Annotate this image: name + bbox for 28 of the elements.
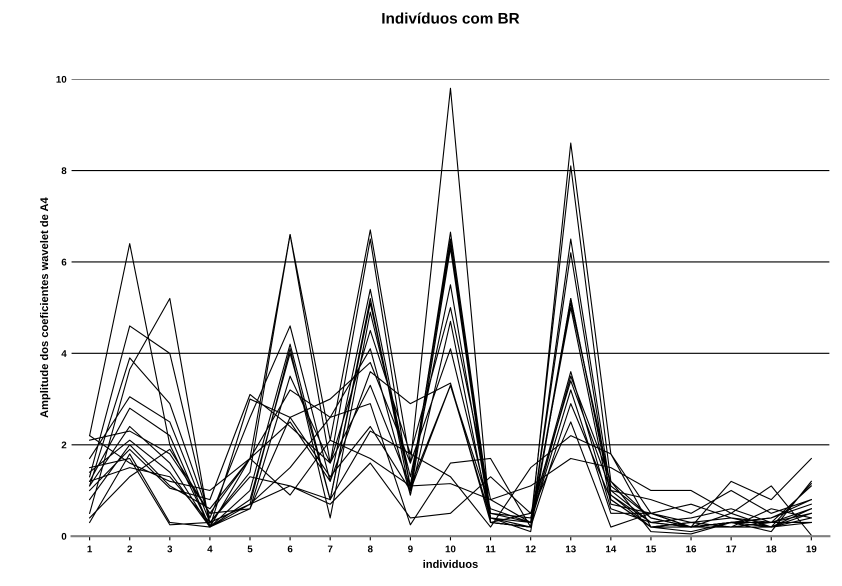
x-tick-label: 8 [368,545,373,552]
chart-title: Indivíduos com BR [382,12,520,24]
x-tick-label: 4 [207,546,213,552]
x-tick-label: 11 [486,546,496,552]
x-tick-label: 6 [288,545,292,552]
x-tick-label: 18 [766,545,776,552]
x-tick-label: 5 [248,546,252,552]
x-tick-label: 3 [167,545,172,552]
y-tick-label: 2 [62,442,66,448]
x-tick-label: 19 [806,545,816,552]
x-tick-label: 10 [446,545,456,552]
y-tick-label: 8 [62,167,66,174]
y-axis-title: Amplitude dos coeficientes wavelet de A4 [40,197,50,418]
x-tick-label: 9 [408,545,413,552]
y-tick-label: 4 [61,350,67,357]
y-tick-label: 0 [62,532,66,540]
x-tick-label: 14 [606,546,616,552]
x-tick-label: 2 [127,545,132,552]
x-tick-label: 17 [726,546,736,552]
x-tick-label: 7 [328,546,332,552]
y-tick-label: 10 [56,76,66,83]
y-tick-label: 6 [62,258,66,266]
x-tick-label: 15 [646,546,656,552]
x-tick-label: 16 [686,545,696,552]
x-tick-label: 13 [566,545,576,552]
x-tick-label: 12 [526,545,536,552]
x-tick-label: 1 [88,546,92,552]
x-axis-title: individuos [423,560,478,568]
